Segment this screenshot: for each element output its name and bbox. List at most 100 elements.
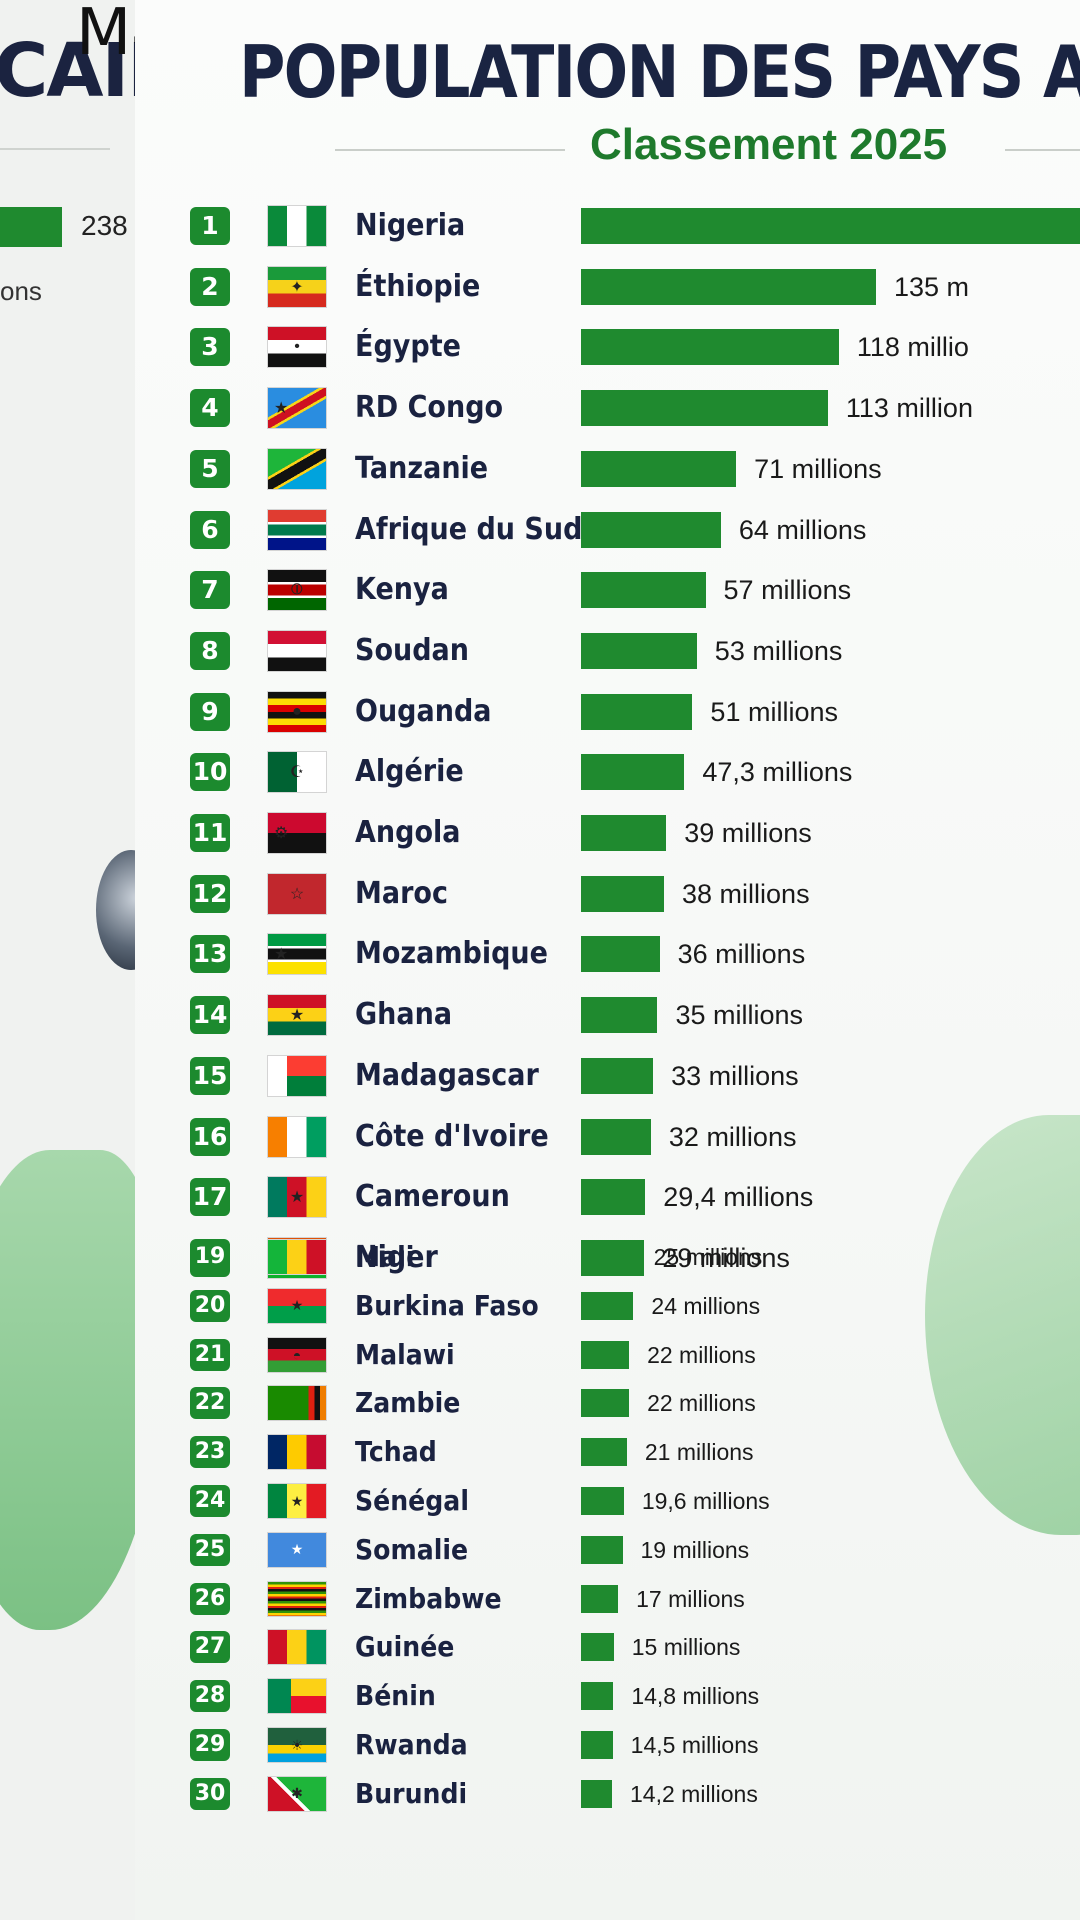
population-bar [581,1340,630,1369]
country-name: Burkina Faso [355,1288,539,1322]
rwanda-flag-icon: ☀ [267,1727,327,1763]
malawi-flag-icon: ◓ [267,1336,327,1373]
chart-row: 13 ★ Mozambique 36 millions [135,928,1080,980]
ghana-flag-icon: ★ [267,994,327,1037]
population-bar [581,390,828,427]
population-bar [581,450,737,487]
chart-row: 26 Zimbabwe 17 millions [135,1577,1080,1621]
population-bar [581,997,658,1034]
burundi-flag-icon: ✱ [267,1775,327,1812]
chart-row: 1 Nigeria [135,200,1080,252]
value-label: 14,5 millions [630,1732,759,1758]
burkina-faso-flag-icon: ★ [267,1287,327,1324]
flag-emblem-icon: ★ [289,1189,305,1207]
left-title-fragment: CAIN [0,28,135,114]
rank-badge: 2 [190,267,230,306]
country-name: Rwanda [355,1728,468,1761]
nigeria-flag-icon [267,205,327,247]
value-label: 21 millions [644,1439,754,1466]
angola-flag-icon: ⚙ [267,812,327,854]
population-bar [581,632,697,669]
divider [1005,149,1080,151]
left-unit-fragment: ons [0,276,42,306]
chart-row: 21 ◓ Malawi 22 millions [135,1333,1080,1377]
population-bar [581,1243,636,1271]
rank-badge: 11 [190,814,230,852]
rank-badge: 23 [190,1436,230,1469]
flag-emblem-icon: ☆ [289,885,305,903]
chart-row: 16 Côte d'Ivoire 32 millions [135,1111,1080,1163]
chad-flag-icon [267,1434,327,1471]
rank-badge: 12 [190,874,230,913]
value-label: 29 millions [662,1242,790,1273]
value-label: 57 millions [723,575,852,606]
mozambique-flag-icon: ★ [267,933,327,976]
country-name: Mali [355,1240,415,1273]
rank-badge: 21 [190,1338,230,1371]
flag-emblem-icon: ✱ [291,1785,303,1802]
flag-emblem-icon: ● [292,702,302,720]
flag-emblem-icon: ◓ [292,1346,302,1363]
country-name: RD Congo [355,390,504,426]
rank-badge: 26 [190,1582,230,1615]
value-label: 35 millions [675,1000,804,1031]
value-label: 47,3 millions [702,757,853,788]
kenya-flag-icon: ⦶ [267,569,327,612]
zambia-flag-icon [267,1385,327,1422]
population-bar [581,1535,623,1564]
africa-map-decoration [0,1150,135,1630]
rank-badge: 4 [190,389,230,428]
value-label: 19,6 millions [641,1488,770,1514]
value-label: 19 millions [640,1536,750,1563]
chart-row: 30 ✱ Burundi 14,2 millions [135,1772,1080,1816]
chart-title: POPULATION DES PAYS AFR [239,30,1080,114]
population-bar [581,815,667,851]
rank-badge: 28 [190,1680,230,1713]
rank-badge: 14 [190,996,230,1035]
chart-row: 28 Bénin 14,8 millions [135,1674,1080,1718]
population-bar [581,754,685,791]
chart-row: 25 ★ Somalie 19 millions [135,1528,1080,1572]
flag-emblem-icon: ☪ [289,764,305,782]
country-name: Madagascar [355,1057,539,1093]
country-name: Algérie [355,754,464,790]
country-name: Ouganda [355,693,492,729]
rank-badge: 13 [190,935,230,974]
chart-row: 15 Madagascar 33 millions [135,1050,1080,1102]
population-bar [581,1291,634,1320]
rank-badge: 16 [190,1117,230,1156]
flag-emblem-icon: • [294,338,300,356]
value-label: 36 millions [677,939,806,970]
population-bar [581,693,693,730]
somalia-flag-icon: ★ [267,1531,327,1568]
egypt-flag-icon: • [267,326,327,369]
flag-emblem-icon: ⦶ [291,581,303,599]
guinea-flag-icon [267,1629,327,1666]
divider [0,148,110,150]
uganda-flag-icon: ● [267,690,327,733]
value-label: 15 millions [631,1634,741,1661]
chart-row: 4 ★ RD Congo 113 million [135,382,1080,434]
rank-badge: 8 [190,631,230,670]
flag-emblem-icon: ★ [290,1541,304,1558]
population-bar [581,1118,651,1155]
population-bar [581,1389,630,1418]
flag-emblem-icon: ★ [290,1297,304,1314]
chart-row: 27 Guinée 15 millions [135,1625,1080,1669]
value-label: 14,8 millions [631,1683,760,1710]
chart-row: 12 ☆ Maroc 38 millions [135,868,1080,920]
chart-row: 11 ⚙ Angola 39 millions [135,807,1080,859]
population-bar [581,572,706,609]
country-name: Afrique du Sud [355,511,583,547]
flag-emblem-icon: ✦ [290,278,304,296]
chart-row: 23 Tchad 21 millions [135,1430,1080,1474]
flag-emblem-icon: ★ [274,946,289,964]
population-bar [581,208,1080,244]
country-name: Angola [355,815,461,850]
country-name: Sénégal [355,1484,469,1517]
country-name: Tanzanie [355,450,489,486]
chart-row: 20 ★ Burkina Faso 24 millions [135,1284,1080,1328]
chart-row: 19 Mali 25 millions [135,1235,1080,1279]
rank-badge: 6 [190,510,230,549]
value-label: 25 millions [653,1244,763,1270]
